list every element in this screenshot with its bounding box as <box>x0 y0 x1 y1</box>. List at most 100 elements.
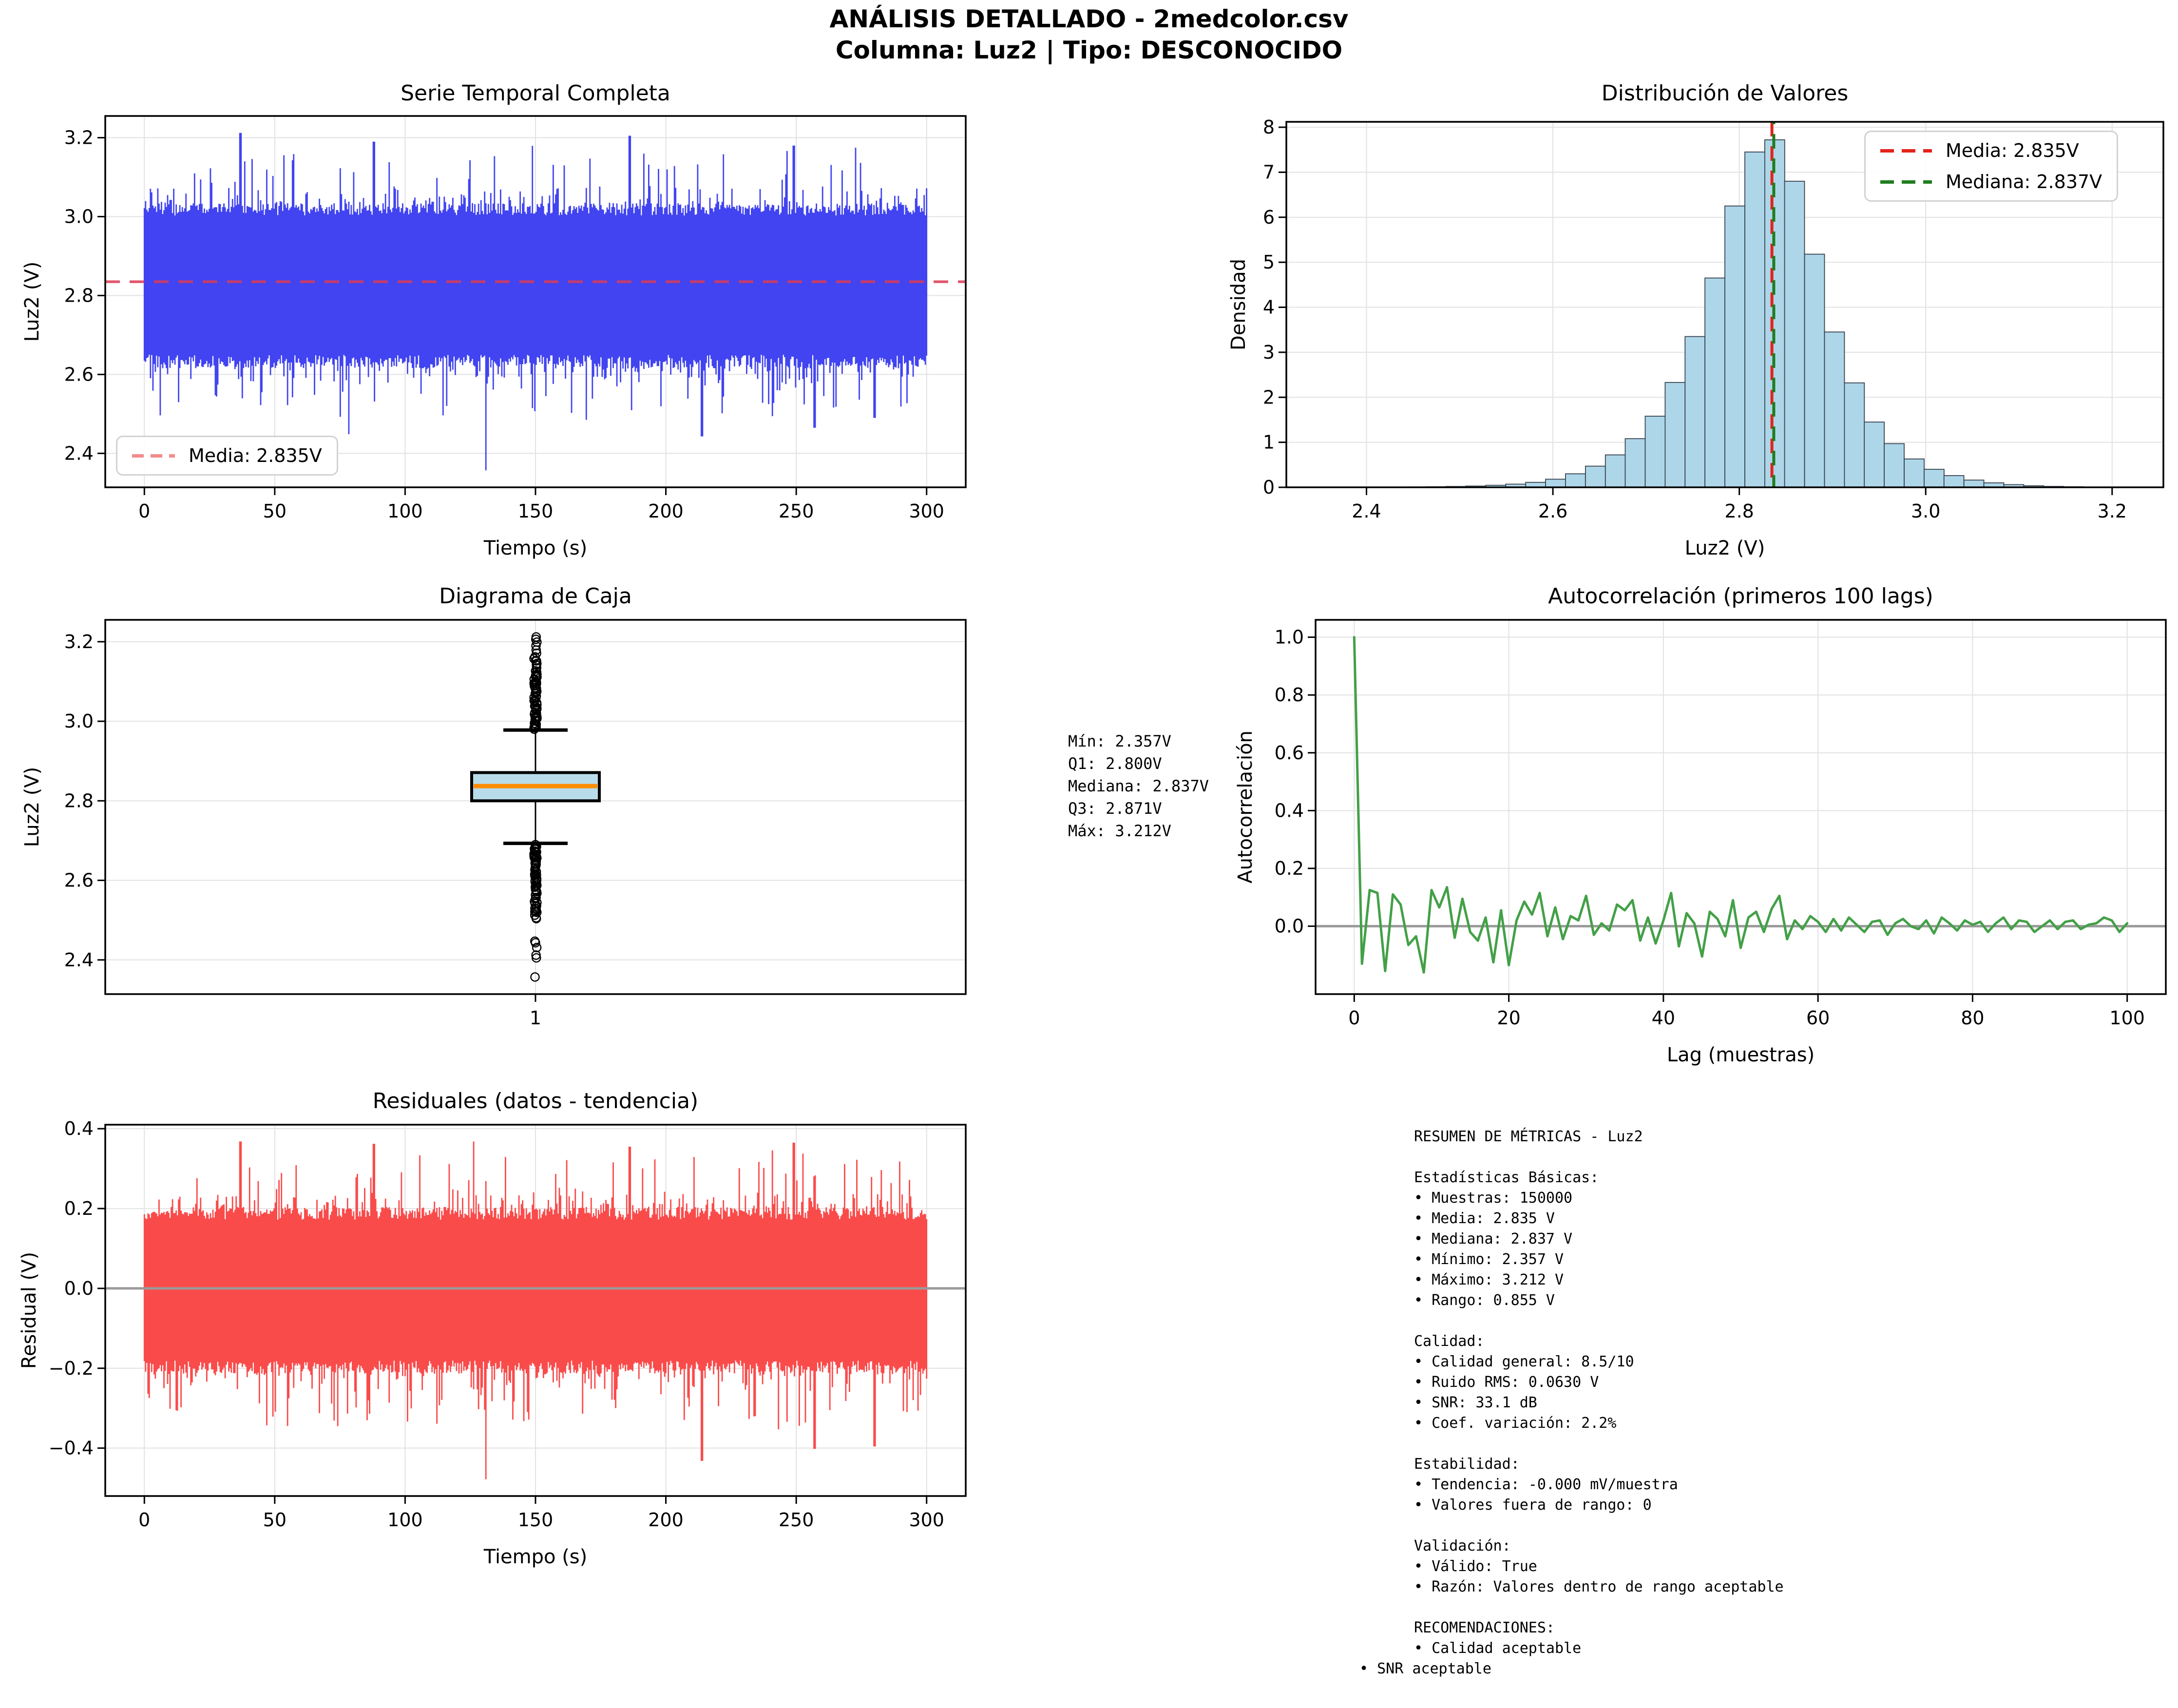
svg-text:3.2: 3.2 <box>2098 500 2127 522</box>
svg-text:20: 20 <box>1497 1007 1520 1029</box>
svg-text:7: 7 <box>1263 161 1275 183</box>
metrics-summary-line: • Calidad general: 8.5/10 <box>1414 1353 1634 1370</box>
svg-text:100: 100 <box>387 1509 423 1531</box>
metrics-summary-line: Validación: <box>1414 1537 1511 1554</box>
figure-title: ANÁLISIS DETALLADO - 2medcolor.csv <box>829 5 1349 33</box>
svg-text:0: 0 <box>1348 1007 1360 1029</box>
svg-text:0.4: 0.4 <box>1275 800 1304 821</box>
svg-text:−0.4: −0.4 <box>49 1438 94 1459</box>
metrics-summary: RESUMEN DE MÉTRICAS - Luz2 Estadísticas … <box>1359 1127 1784 1679</box>
metrics-summary-line: • SNR aceptable <box>1359 1660 1491 1677</box>
svg-text:150: 150 <box>518 1509 554 1531</box>
metrics-summary-line: • Muestras: 150000 <box>1414 1190 1573 1207</box>
svg-text:100: 100 <box>2109 1007 2145 1029</box>
svg-text:2.6: 2.6 <box>64 364 94 385</box>
metrics-summary-line <box>1359 1434 1784 1454</box>
metrics-summary-line: • Media: 2.835 V <box>1414 1210 1555 1227</box>
svg-text:2.8: 2.8 <box>64 285 94 306</box>
metrics-summary-line <box>1359 1597 1784 1618</box>
metrics-summary-line: Estadísticas Básicas: <box>1414 1169 1599 1186</box>
metrics-summary-line: • Mediana: 2.837 V <box>1414 1230 1573 1247</box>
svg-text:80: 80 <box>1961 1007 1984 1029</box>
timeseries-xlabel: Tiempo (s) <box>483 537 588 559</box>
svg-text:50: 50 <box>263 1509 287 1531</box>
svg-text:300: 300 <box>909 500 944 522</box>
svg-text:3.0: 3.0 <box>64 206 94 227</box>
metrics-summary-line: • Máximo: 3.212 V <box>1414 1271 1564 1288</box>
svg-text:3.2: 3.2 <box>64 127 94 149</box>
histogram-title: Distribución de Valores <box>1601 81 1849 106</box>
svg-text:8: 8 <box>1263 116 1275 138</box>
metrics-summary-line: • Mínimo: 2.357 V <box>1414 1251 1564 1268</box>
svg-text:2.8: 2.8 <box>64 790 94 811</box>
svg-text:2.4: 2.4 <box>64 442 94 464</box>
svg-text:0.0: 0.0 <box>64 1278 94 1299</box>
svg-text:2.6: 2.6 <box>1538 500 1567 522</box>
svg-text:0: 0 <box>138 1509 150 1531</box>
timeseries-legend-label: Media: 2.835V <box>189 445 322 466</box>
metrics-summary-line: • Rango: 0.855 V <box>1414 1292 1555 1309</box>
metrics-summary-line: Estabilidad: <box>1414 1456 1520 1473</box>
metrics-summary-line <box>1359 1516 1784 1536</box>
histogram-ylabel: Densidad <box>1227 258 1250 351</box>
residuals-xlabel: Tiempo (s) <box>483 1546 588 1568</box>
histogram-xlabel: Luz2 (V) <box>1684 537 1765 559</box>
svg-text:5: 5 <box>1263 251 1275 273</box>
histogram-legend-median-label: Mediana: 2.837V <box>1946 171 2102 192</box>
svg-text:2: 2 <box>1263 386 1275 408</box>
svg-text:2.6: 2.6 <box>64 870 94 891</box>
svg-text:50: 50 <box>263 500 287 522</box>
svg-text:250: 250 <box>779 500 814 522</box>
metrics-summary-line: Calidad: <box>1414 1333 1485 1350</box>
svg-text:250: 250 <box>779 1509 814 1531</box>
timeseries-ylabel: Luz2 (V) <box>21 261 43 342</box>
autocorrelation-ylabel: Autocorrelación <box>1234 730 1257 883</box>
svg-text:4: 4 <box>1263 297 1275 318</box>
metrics-summary-line: RESUMEN DE MÉTRICAS - Luz2 <box>1414 1128 1643 1145</box>
metrics-summary-line: • Razón: Valores dentro de rango aceptab… <box>1414 1578 1784 1595</box>
svg-text:3: 3 <box>1263 342 1275 363</box>
svg-text:2.8: 2.8 <box>1724 500 1754 522</box>
svg-text:0.0: 0.0 <box>1275 916 1304 937</box>
svg-text:0: 0 <box>1263 477 1275 498</box>
svg-text:3.0: 3.0 <box>64 710 94 732</box>
metrics-summary-line: • Válido: True <box>1414 1558 1537 1575</box>
metrics-summary-line <box>1359 1311 1784 1331</box>
svg-text:1: 1 <box>1263 432 1275 453</box>
boxplot-ylabel: Luz2 (V) <box>21 767 43 847</box>
residuals-ylabel: Residual (V) <box>18 1251 40 1369</box>
svg-text:2.4: 2.4 <box>64 949 94 971</box>
svg-text:0: 0 <box>138 500 150 522</box>
boxplot-stats-annotation: Mín: 2.357V Q1: 2.800V Mediana: 2.837V Q… <box>1068 732 1209 840</box>
svg-text:0.2: 0.2 <box>1275 858 1304 879</box>
histogram-legend-mean-label: Media: 2.835V <box>1946 140 2079 161</box>
svg-text:3.0: 3.0 <box>1911 500 1940 522</box>
metrics-summary-line <box>1359 1147 1784 1168</box>
histogram-legend: Media: 2.835V Mediana: 2.837V <box>1864 131 2119 202</box>
timeseries-legend: Media: 2.835V <box>116 436 338 476</box>
autocorrelation-title: Autocorrelación (primeros 100 lags) <box>1548 584 1933 609</box>
svg-text:0.2: 0.2 <box>64 1198 94 1219</box>
metrics-summary-line: • Ruido RMS: 0.0630 V <box>1414 1374 1599 1391</box>
timeseries-title: Serie Temporal Completa <box>401 81 670 106</box>
svg-text:0.4: 0.4 <box>64 1118 94 1139</box>
svg-text:3.2: 3.2 <box>64 631 94 652</box>
metrics-summary-line: RECOMENDACIONES: <box>1414 1619 1555 1636</box>
boxplot-title: Diagrama de Caja <box>439 584 632 609</box>
figure-subtitle: Columna: Luz2 | Tipo: DESCONOCIDO <box>835 36 1343 64</box>
svg-text:100: 100 <box>387 500 423 522</box>
svg-text:300: 300 <box>909 1509 944 1531</box>
svg-text:40: 40 <box>1652 1007 1675 1029</box>
svg-text:60: 60 <box>1806 1007 1830 1029</box>
autocorrelation-xlabel: Lag (muestras) <box>1666 1044 1815 1066</box>
metrics-summary-line: • Tendencia: -0.000 mV/muestra <box>1414 1476 1678 1493</box>
svg-text:0.6: 0.6 <box>1275 742 1304 764</box>
metrics-summary-line: • SNR: 33.1 dB <box>1414 1394 1537 1411</box>
metrics-summary-line: • Coef. variación: 2.2% <box>1414 1415 1617 1432</box>
svg-text:1.0: 1.0 <box>1275 627 1304 648</box>
mean-dash-icon <box>132 454 175 458</box>
svg-text:150: 150 <box>518 500 554 522</box>
mean-dash-icon <box>1880 149 1932 153</box>
